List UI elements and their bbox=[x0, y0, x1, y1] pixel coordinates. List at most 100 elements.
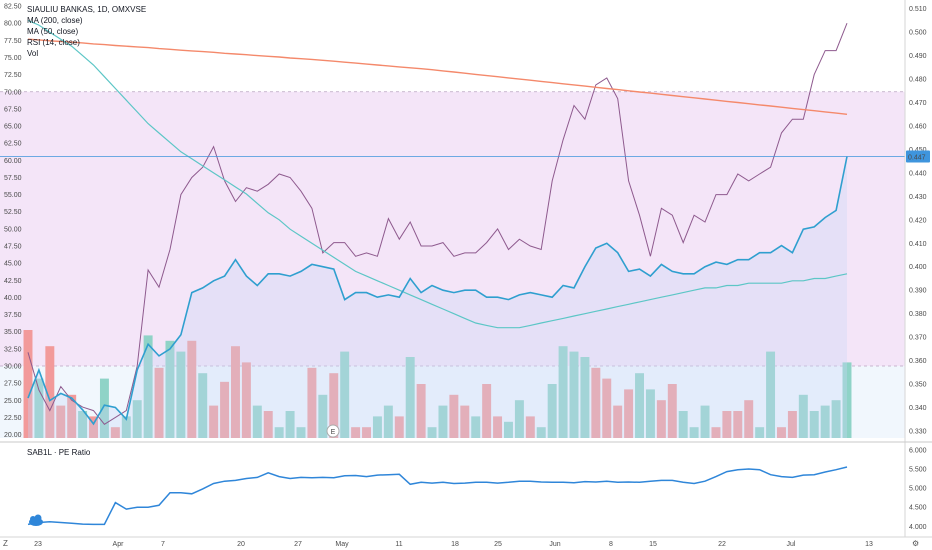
right-tick-label: 0.370 bbox=[909, 335, 927, 342]
volume-bar bbox=[438, 405, 448, 438]
legend: SIAULIU BANKAS, 1D, OMXVSE MA (200, clos… bbox=[27, 5, 146, 457]
right-tick-label: 0.500 bbox=[909, 30, 927, 37]
right-tick-label: 0.330 bbox=[909, 428, 927, 435]
time-tick-label: 18 bbox=[451, 541, 459, 548]
right-tick-label: 0.390 bbox=[909, 288, 927, 295]
volume-bar bbox=[176, 351, 186, 438]
volume-bar bbox=[482, 384, 492, 438]
legend-ma200[interactable]: MA (200, close) bbox=[27, 16, 83, 25]
volume-bar bbox=[744, 400, 754, 438]
volume-bar bbox=[449, 394, 459, 438]
volume-bar bbox=[471, 416, 481, 438]
volume-bar bbox=[613, 405, 623, 438]
left-tick-label: 52.50 bbox=[4, 209, 22, 216]
volume-bar bbox=[165, 340, 175, 438]
volume-bar bbox=[416, 384, 426, 438]
volume-bar bbox=[842, 362, 852, 438]
right-axis-ticks[interactable]: 0.510 0.500 0.490 0.480 0.470 0.460 0.450 0.440… bbox=[909, 6, 927, 435]
volume-bar bbox=[56, 405, 66, 438]
left-tick-label: 27.50 bbox=[4, 381, 22, 388]
volume-bar bbox=[525, 416, 535, 438]
left-tick-label: 42.50 bbox=[4, 278, 22, 285]
volume-bar bbox=[89, 416, 98, 438]
volume-bar bbox=[187, 340, 197, 438]
right-tick-label: 0.440 bbox=[909, 170, 927, 177]
volume-bar bbox=[755, 427, 765, 438]
left-tick-label: 72.50 bbox=[4, 72, 22, 79]
volume-bar bbox=[667, 384, 677, 438]
right-tick-label: 0.510 bbox=[909, 6, 927, 13]
gear-icon[interactable]: ⚙ bbox=[912, 539, 919, 548]
time-tick-label: Jul bbox=[787, 541, 796, 548]
right-tick-label: 0.410 bbox=[909, 241, 927, 248]
left-tick-label: 30.00 bbox=[4, 364, 22, 371]
pe-pane bbox=[27, 466, 848, 526]
volume-bar bbox=[252, 405, 262, 438]
volume-bar bbox=[536, 427, 546, 438]
pe-ratio-line bbox=[27, 466, 848, 526]
left-tick-label: 65.00 bbox=[4, 124, 22, 131]
volume-bar bbox=[209, 405, 219, 438]
volume-bar bbox=[78, 411, 88, 438]
left-tick-label: 60.00 bbox=[4, 158, 22, 165]
pe-pane-title[interactable]: SAB1L · PE Ratio bbox=[27, 448, 91, 457]
left-tick-label: 35.00 bbox=[4, 329, 22, 336]
price-line bbox=[27, 156, 848, 426]
time-tick-label: 23 bbox=[34, 541, 42, 548]
main-pane bbox=[0, 19, 905, 438]
last-price-value: 0.447 bbox=[908, 154, 926, 161]
volume-bar bbox=[220, 381, 230, 438]
cloud-icon[interactable] bbox=[29, 514, 43, 527]
time-axis-ticks[interactable]: 23 Apr 7 20 27 May 11 18 25 Jun 8 15 22 Jul 13 bbox=[34, 541, 873, 548]
volume-bar bbox=[831, 400, 841, 438]
time-tick-label: 7 bbox=[161, 541, 165, 548]
left-tick-label: 32.50 bbox=[4, 346, 22, 353]
rsi-band bbox=[0, 91, 905, 367]
legend-vol[interactable]: Vol bbox=[27, 49, 38, 58]
volume-bar bbox=[645, 389, 655, 438]
rsi-line bbox=[27, 23, 848, 425]
event-marker-icon[interactable]: E bbox=[326, 424, 340, 438]
volume-bar bbox=[624, 389, 634, 438]
zoom-reset-icon[interactable]: Z bbox=[3, 539, 8, 548]
ma200-line bbox=[27, 38, 848, 115]
volume-bar bbox=[99, 378, 109, 438]
volume-bar bbox=[340, 351, 350, 438]
pe-tick-label: 6.000 bbox=[909, 447, 927, 454]
volume-bar bbox=[110, 427, 120, 438]
volume-bar bbox=[700, 405, 710, 438]
right-tick-label: 0.450 bbox=[909, 147, 927, 154]
volume-bar bbox=[656, 400, 666, 438]
pe-axis-ticks[interactable]: 6.000 5.500 5.000 4.500 4.000 bbox=[909, 447, 927, 531]
volume-bar bbox=[678, 411, 688, 438]
volume-bar bbox=[394, 416, 404, 438]
svg-text:E: E bbox=[331, 429, 336, 436]
volume-bar bbox=[231, 346, 240, 438]
volume-bar bbox=[798, 394, 808, 438]
volume-bar bbox=[514, 400, 524, 438]
left-tick-label: 37.50 bbox=[4, 312, 22, 319]
left-tick-label: 70.00 bbox=[4, 89, 22, 96]
pe-tick-label: 5.000 bbox=[909, 486, 927, 493]
volume-bar bbox=[820, 405, 830, 438]
symbol-title[interactable]: SIAULIU BANKAS, 1D, OMXVSE bbox=[27, 5, 146, 14]
left-tick-label: 62.50 bbox=[4, 141, 22, 148]
volume-bar bbox=[263, 411, 273, 438]
left-tick-label: 22.50 bbox=[4, 415, 22, 422]
legend-ma50[interactable]: MA (50, close) bbox=[27, 27, 78, 36]
volume-bar bbox=[318, 394, 328, 438]
volume-bar bbox=[285, 411, 295, 438]
volume-bar bbox=[569, 351, 579, 438]
volume-bar bbox=[23, 330, 33, 438]
time-tick-label: 25 bbox=[494, 541, 502, 548]
pe-tick-label: 4.500 bbox=[909, 505, 927, 512]
volume-bar bbox=[132, 400, 142, 438]
left-tick-label: 77.50 bbox=[4, 38, 22, 45]
volume-bar bbox=[711, 427, 721, 438]
left-tick-label: 55.00 bbox=[4, 192, 22, 199]
legend-rsi[interactable]: RSI (14, close) bbox=[27, 38, 80, 47]
volume-bar bbox=[722, 411, 732, 438]
volume-bar bbox=[143, 335, 153, 438]
volume-bar bbox=[580, 357, 590, 438]
